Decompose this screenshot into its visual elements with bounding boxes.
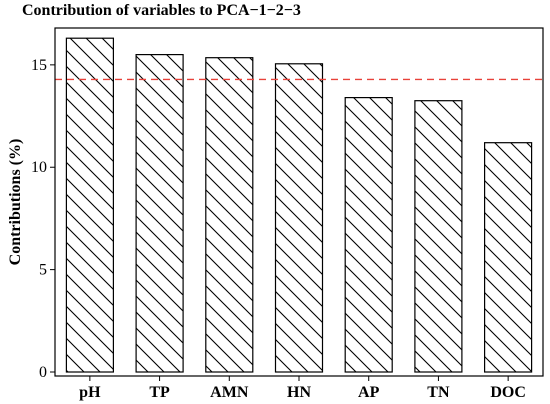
- y-axis-ticks: 0 5 10 15: [31, 57, 55, 381]
- x-tick-label-ap: AP: [358, 384, 380, 401]
- bar-tp: [135, 53, 184, 373]
- y-tick-label: 15: [31, 57, 47, 74]
- x-tick-label-tp: TP: [149, 384, 170, 401]
- x-tick-label-doc: DOC: [490, 384, 526, 401]
- x-axis-ticks: pH TP AMN HN AP TN DOC: [79, 376, 526, 401]
- y-tick-label: 5: [39, 262, 47, 279]
- x-tick-label-ph: pH: [79, 384, 101, 401]
- y-tick-label: 0: [39, 364, 47, 381]
- chart-title: Contribution of variables to PCA−1−2−3: [22, 2, 301, 19]
- y-tick-label: 10: [31, 159, 47, 176]
- bars-layer: [65, 37, 533, 373]
- bar-tn: [414, 100, 463, 373]
- bar-ap: [344, 96, 393, 373]
- y-axis-title: Contributions (%): [7, 139, 24, 266]
- bar-hn: [274, 63, 324, 373]
- x-tick-label-hn: HN: [287, 384, 311, 401]
- bar-amn: [205, 57, 254, 373]
- bar-ph: [65, 37, 115, 373]
- bar-doc: [484, 142, 533, 373]
- x-tick-label-tn: TN: [427, 384, 450, 401]
- x-tick-label-amn: AMN: [210, 384, 249, 401]
